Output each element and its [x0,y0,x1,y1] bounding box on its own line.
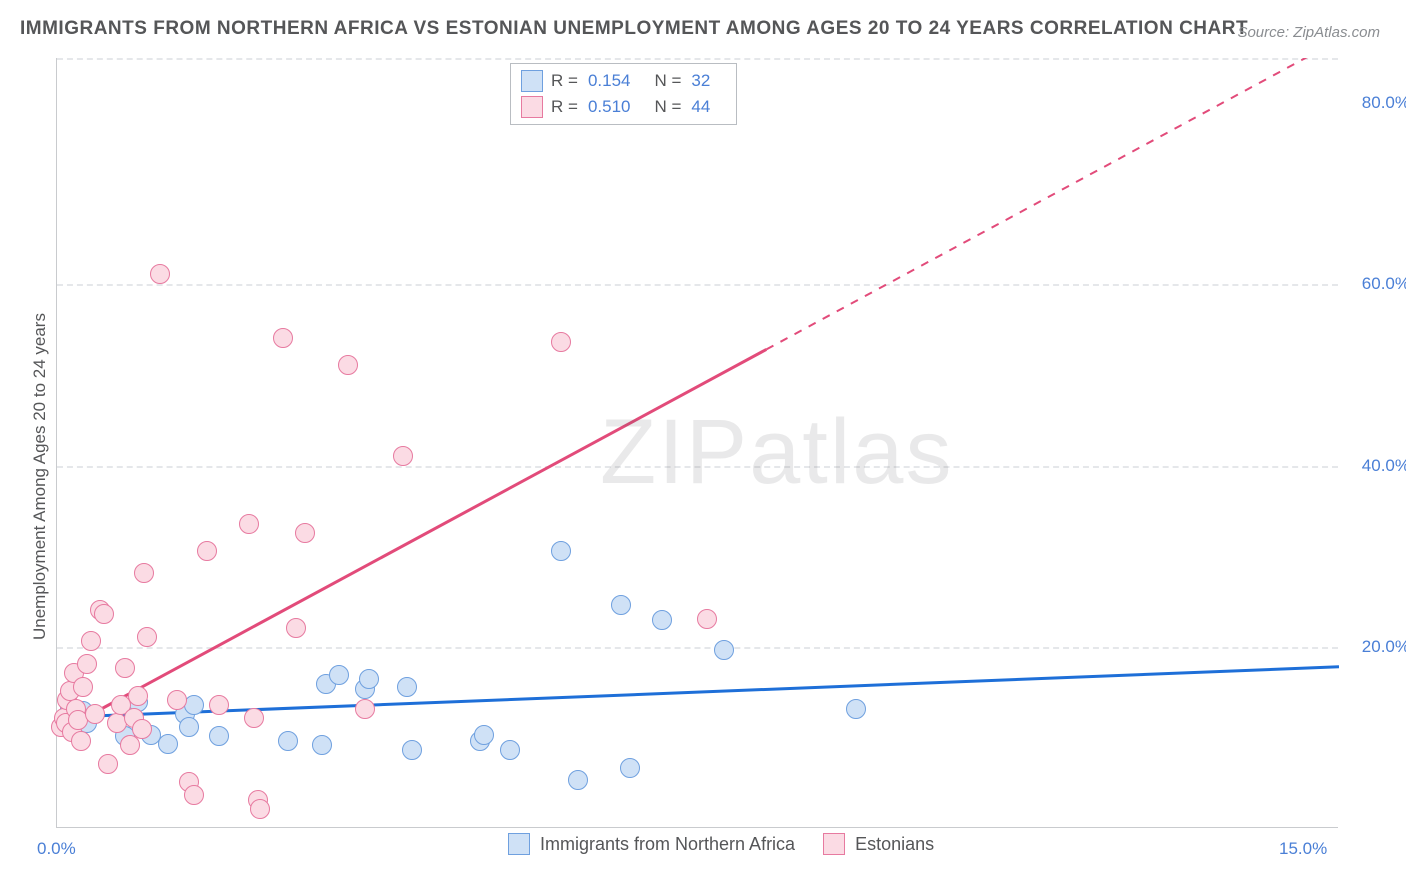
scatter-point-blue [278,731,298,751]
y-tick-label: 40.0% [1362,456,1406,476]
scatter-point-pink [128,686,148,706]
legend-swatch [521,70,543,92]
correlation-legend: R = 0.154 N = 32 R = 0.510 N = 44 [510,63,737,125]
y-tick-label: 60.0% [1362,274,1406,294]
scatter-point-pink [134,563,154,583]
scatter-point-blue [568,770,588,790]
scatter-point-blue [329,665,349,685]
scatter-point-pink [184,785,204,805]
legend-row: R = 0.154 N = 32 [521,68,726,94]
scatter-point-blue [402,740,422,760]
scatter-point-pink [551,332,571,352]
scatter-point-blue [551,541,571,561]
gridline [57,647,1338,649]
chart-title: IMMIGRANTS FROM NORTHERN AFRICA VS ESTON… [20,18,1248,40]
scatter-point-pink [150,264,170,284]
scatter-point-blue [474,725,494,745]
scatter-point-blue [500,740,520,760]
scatter-point-blue [652,610,672,630]
legend-item: Estonians [823,833,934,855]
source-label: Source: ZipAtlas.com [1237,24,1380,41]
legend-label: Immigrants from Northern Africa [540,834,795,855]
scatter-point-pink [81,631,101,651]
legend-swatch [521,96,543,118]
x-tick-label: 15.0% [1279,839,1327,859]
legend-label: Estonians [855,834,934,855]
scatter-point-blue [312,735,332,755]
scatter-point-pink [94,604,114,624]
scatter-point-pink [85,704,105,724]
gridline [57,284,1338,286]
legend-item: Immigrants from Northern Africa [508,833,795,855]
scatter-point-pink [355,699,375,719]
n-value: 44 [691,97,710,117]
scatter-point-pink [250,799,270,819]
x-tick-label: 0.0% [37,839,76,859]
scatter-point-pink [98,754,118,774]
scatter-point-pink [286,618,306,638]
scatter-point-blue [158,734,178,754]
scatter-point-pink [167,690,187,710]
scatter-point-pink [73,677,93,697]
scatter-point-pink [697,609,717,629]
legend-swatch [508,833,530,855]
scatter-point-blue [397,677,417,697]
scatter-point-blue [846,699,866,719]
scatter-point-pink [71,731,91,751]
scatter-point-pink [209,695,229,715]
scatter-point-pink [295,523,315,543]
r-label: R = [551,71,578,91]
legend-swatch [823,833,845,855]
series-legend: Immigrants from Northern Africa Estonians [508,833,934,855]
watermark: ZIPatlas [600,400,953,505]
scatter-point-pink [197,541,217,561]
scatter-point-pink [244,708,264,728]
gridline [57,58,1338,60]
scatter-point-blue [714,640,734,660]
scatter-point-pink [273,328,293,348]
r-value: 0.510 [588,97,631,117]
scatter-point-blue [209,726,229,746]
y-axis-label: Unemployment Among Ages 20 to 24 years [30,313,50,640]
scatter-point-blue [179,717,199,737]
scatter-point-pink [115,658,135,678]
n-label: N = [654,97,681,117]
scatter-point-pink [132,719,152,739]
n-label: N = [654,71,681,91]
scatter-point-blue [611,595,631,615]
y-tick-label: 20.0% [1362,637,1406,657]
r-value: 0.154 [588,71,631,91]
scatter-point-pink [137,627,157,647]
scatter-point-blue [184,695,204,715]
scatter-point-pink [77,654,97,674]
n-value: 32 [691,71,710,91]
r-label: R = [551,97,578,117]
scatter-point-pink [393,446,413,466]
legend-row: R = 0.510 N = 44 [521,94,726,120]
scatter-point-pink [338,355,358,375]
scatter-point-blue [359,669,379,689]
y-tick-label: 80.0% [1362,93,1406,113]
scatter-point-pink [239,514,259,534]
scatter-point-pink [120,735,140,755]
scatter-point-blue [620,758,640,778]
